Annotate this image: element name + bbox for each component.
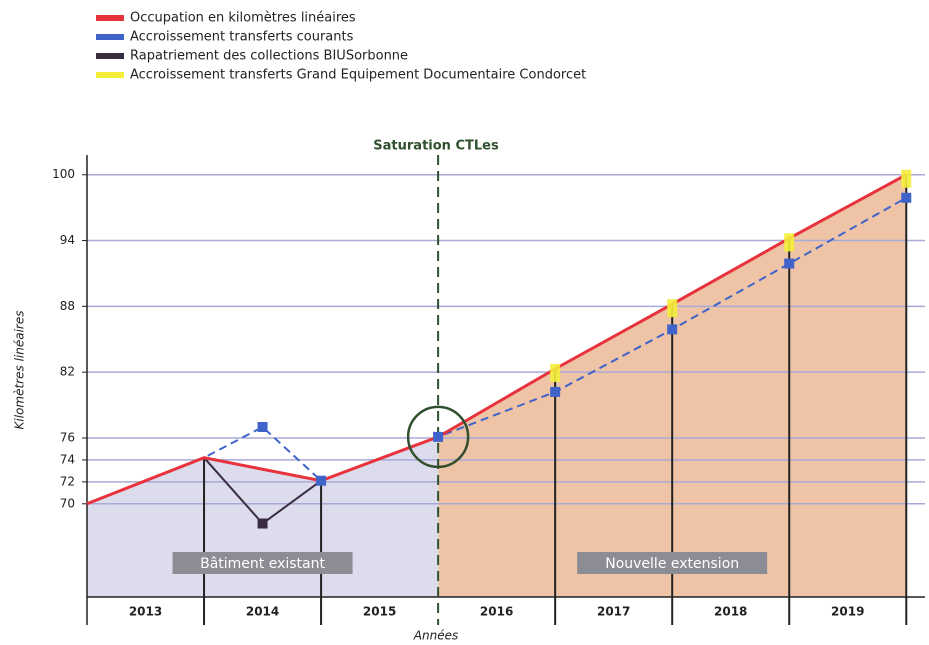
legend-swatch [96, 34, 124, 40]
marker [784, 258, 795, 269]
series-line [86, 173, 907, 506]
y-tick-label: 70 [60, 496, 75, 510]
x-tick-label: 2014 [246, 605, 279, 619]
legend-label: Accroissement transferts courants [130, 30, 354, 45]
x-tick-label: 2019 [831, 605, 864, 619]
x-axis-label: Années [413, 629, 458, 643]
marker [316, 475, 327, 486]
marker [257, 518, 268, 529]
y-tick-label: 100 [52, 167, 75, 181]
marker [667, 324, 678, 335]
y-tick-label: 74 [60, 452, 75, 466]
marker [257, 422, 268, 432]
marker [433, 431, 444, 442]
legend-swatch [96, 72, 124, 78]
x-tick-label: 2017 [597, 605, 630, 619]
y-axis-label: Kilomètres linéaires [13, 311, 27, 430]
marker [667, 299, 678, 318]
x-tick-label: 2018 [714, 605, 747, 619]
y-tick-label: 94 [60, 233, 75, 247]
saturation-circle [406, 405, 470, 469]
legend-label: Accroissement transferts Grand Equipemen… [130, 68, 586, 83]
marker [550, 386, 561, 397]
marker [784, 233, 795, 252]
x-tick-label: 2013 [129, 605, 162, 619]
legend-swatch [96, 15, 124, 21]
y-tick-label: 76 [60, 430, 75, 444]
y-tick-label: 88 [60, 299, 75, 313]
legend-label: Occupation en kilomètres linéaires [130, 11, 356, 26]
marker [901, 192, 912, 203]
region-label: Nouvelle extension [605, 556, 739, 572]
x-tick-label: 2016 [480, 605, 513, 619]
y-tick-label: 72 [60, 474, 75, 488]
annotation: Saturation CTLes [373, 139, 499, 154]
region-label: Bâtiment existant [200, 556, 325, 572]
legend-swatch [96, 53, 124, 59]
y-tick-label: 82 [60, 365, 75, 379]
marker [901, 169, 912, 188]
marker [550, 363, 561, 382]
x-tick-label: 2015 [363, 605, 396, 619]
region-box [172, 552, 353, 574]
legend-label: Rapatriement des collections BIUSorbonne [130, 49, 408, 64]
region-box [577, 552, 768, 574]
